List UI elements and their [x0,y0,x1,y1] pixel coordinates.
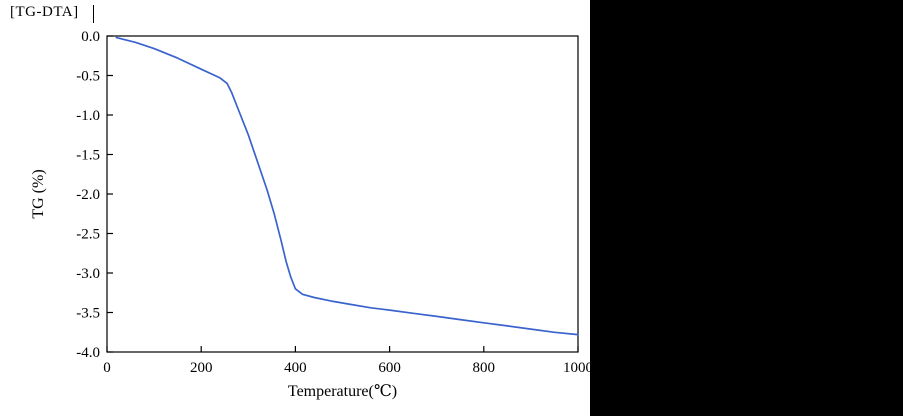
x-axis-tick-label: 1000 [563,360,590,376]
x-axis-tick-label: 400 [284,360,307,376]
tg-chart-svg: 0 200 400 600 800 1000 0.0 -0.5 -1.0 -1.5 -2.0 -2.5… [30,29,593,400]
tg-curve [115,36,579,336]
y-axis-title: TG (%) [30,169,47,218]
tg-chart: 0 200 400 600 800 1000 0.0 -0.5 -1.0 -1.5 -2.0 -2.5… [30,29,593,400]
y-axis-tick-label: 0.0 [81,29,100,45]
y-axis-tick-label: -2.0 [76,187,100,203]
x-axis-tick-label: 0 [103,360,111,376]
x-axis-tick-label: 200 [190,360,213,376]
plot-frame [106,35,579,353]
y-axis-tick-label: -0.5 [76,69,100,85]
y-axis-tick-label: -3.5 [76,306,100,322]
x-axis-title: Temperature(℃) [288,383,397,400]
side-black-panel [590,0,903,416]
text-cursor-bar [92,5,95,23]
x-axis-tick-label: 800 [473,360,496,376]
y-axis-tick-label: -3.0 [76,266,100,282]
y-axis-tick-label: -4.0 [76,345,100,361]
chart-header: [TG-DTA] [10,4,95,23]
y-axis-tick-label: -1.5 [76,148,100,164]
x-axis-tick-label: 600 [378,360,401,376]
y-axis-tick-label: -2.5 [76,227,100,243]
y-axis-tick-label: -1.0 [76,108,100,124]
header-label: [TG-DTA] [10,4,79,20]
